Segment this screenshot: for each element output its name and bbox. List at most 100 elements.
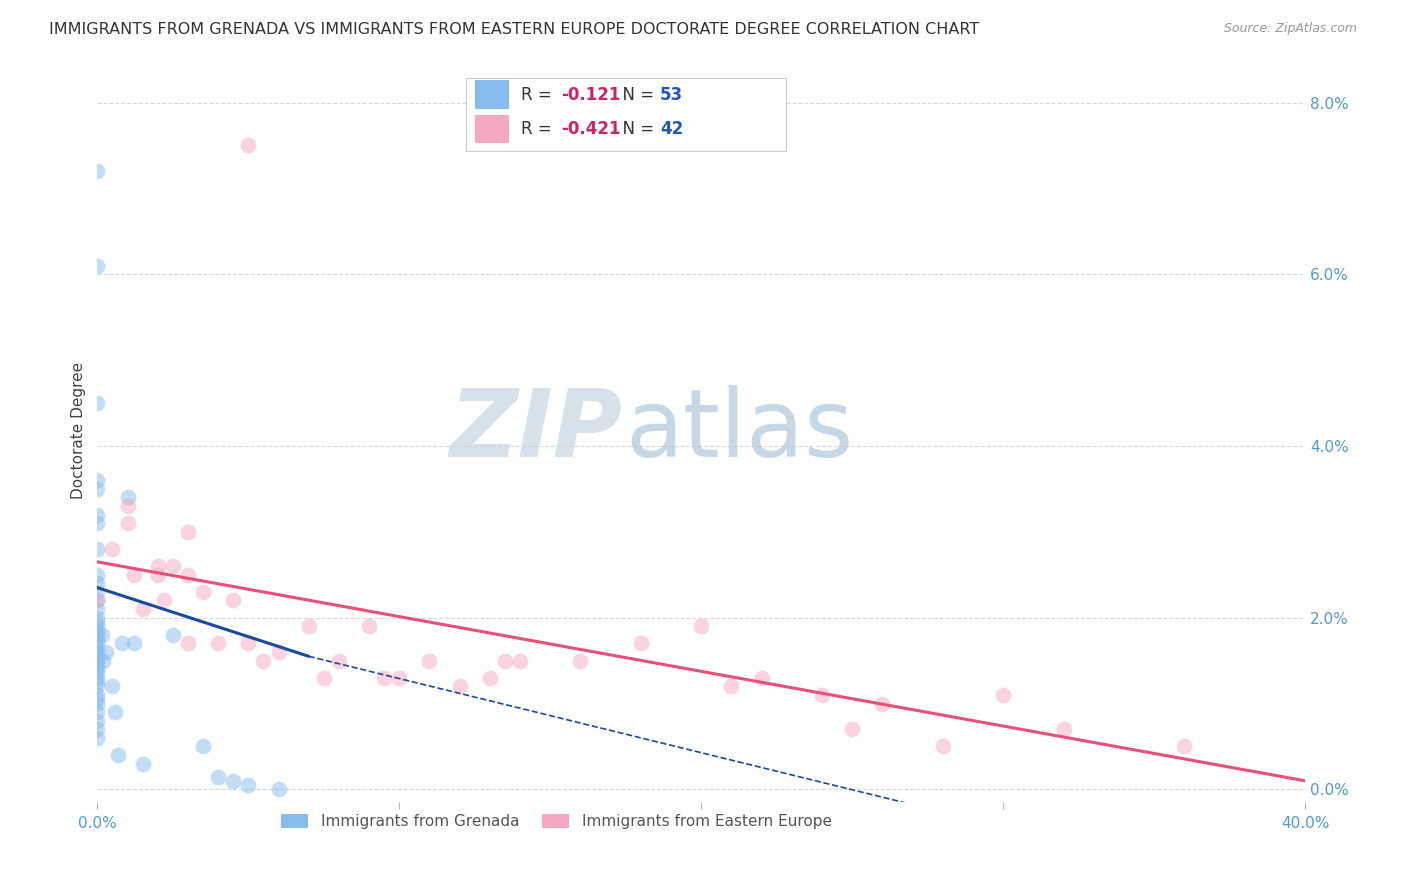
Point (146, 559, 169, 574)
Point (449, 679, 471, 693)
Bar (475, 80, 509, 109)
Text: -0.421: -0.421 (561, 120, 620, 137)
Point (86, 636, 108, 650)
Text: ZIP: ZIP (450, 385, 623, 477)
Point (86, 697, 108, 711)
Point (177, 636, 200, 650)
Point (86, 619, 108, 633)
Point (107, 747, 129, 762)
Point (131, 602, 153, 616)
Point (86, 645, 108, 659)
Point (86, 666, 108, 681)
Text: 42: 42 (661, 120, 683, 137)
Point (86, 649, 108, 664)
Point (86, 541, 108, 556)
Point (146, 567, 169, 582)
Point (191, 585, 214, 599)
Point (86, 473, 108, 487)
Point (86, 705, 108, 719)
Text: -0.121: -0.121 (561, 86, 620, 103)
Point (162, 559, 184, 574)
Point (238, 138, 260, 153)
Point (478, 671, 501, 685)
Point (122, 636, 145, 650)
Point (86, 593, 108, 607)
Text: Source: ZipAtlas.com: Source: ZipAtlas.com (1223, 22, 1357, 36)
Point (177, 524, 200, 539)
Legend: Immigrants from Grenada, Immigrants from Eastern Europe: Immigrants from Grenada, Immigrants from… (274, 808, 838, 836)
Point (388, 671, 411, 685)
Point (86, 671, 108, 685)
Point (991, 688, 1014, 702)
Point (86, 688, 108, 702)
Point (86, 164, 108, 178)
Point (86, 692, 108, 706)
Point (418, 654, 440, 668)
Point (86, 610, 108, 624)
Point (222, 593, 245, 607)
Point (152, 593, 174, 607)
Point (841, 723, 863, 737)
Point (359, 619, 381, 633)
Point (86, 628, 108, 642)
Point (104, 705, 127, 719)
Point (86, 567, 108, 582)
Point (110, 636, 132, 650)
Point (872, 697, 894, 711)
Point (86, 593, 108, 607)
Point (86, 675, 108, 690)
Point (117, 499, 139, 513)
Point (1052, 723, 1074, 737)
Point (86, 482, 108, 496)
Text: atlas: atlas (626, 385, 853, 477)
Point (131, 756, 153, 771)
Point (238, 636, 260, 650)
Point (86, 508, 108, 522)
Point (162, 628, 184, 642)
Point (207, 636, 229, 650)
Point (267, 645, 290, 659)
Point (86, 615, 108, 629)
Text: 53: 53 (661, 86, 683, 103)
Point (101, 541, 124, 556)
Point (101, 679, 124, 693)
Point (86, 632, 108, 647)
Point (177, 567, 200, 582)
Point (932, 739, 955, 754)
Point (86, 723, 108, 737)
Text: IMMIGRANTS FROM GRENADA VS IMMIGRANTS FROM EASTERN EUROPE DOCTORATE DEGREE CORRE: IMMIGRANTS FROM GRENADA VS IMMIGRANTS FR… (49, 22, 980, 37)
Point (122, 567, 145, 582)
Point (86, 731, 108, 745)
Point (267, 782, 290, 797)
Point (373, 671, 395, 685)
Point (238, 778, 260, 792)
Point (690, 619, 713, 633)
Text: N =: N = (612, 86, 659, 103)
Point (191, 739, 214, 754)
Point (86, 624, 108, 638)
Point (86, 679, 108, 693)
Point (86, 396, 108, 410)
Point (86, 640, 108, 655)
Text: R =: R = (522, 120, 557, 137)
Point (90, 628, 112, 642)
Point (207, 770, 229, 784)
Point (328, 654, 350, 668)
Point (494, 654, 516, 668)
Point (117, 516, 139, 531)
Point (86, 662, 108, 676)
Point (222, 773, 245, 788)
Point (630, 636, 652, 650)
Point (86, 657, 108, 672)
Point (1173, 739, 1195, 754)
Point (312, 671, 335, 685)
Point (117, 491, 139, 505)
Bar (475, 114, 509, 143)
Point (86, 259, 108, 273)
Text: N =: N = (612, 120, 659, 137)
Point (86, 714, 108, 728)
Point (86, 576, 108, 591)
Y-axis label: Doctorate Degree: Doctorate Degree (72, 362, 86, 500)
Text: R =: R = (522, 86, 557, 103)
Point (569, 654, 592, 668)
